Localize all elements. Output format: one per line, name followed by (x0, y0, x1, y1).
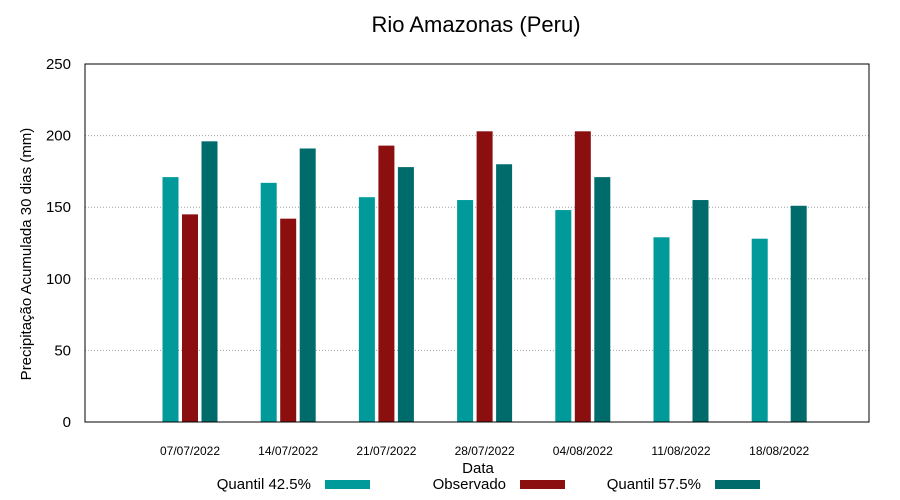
bar (162, 177, 179, 422)
x-tick-label: 07/07/2022 (160, 444, 220, 458)
x-tick-label: 18/08/2022 (749, 444, 809, 458)
x-tick-label: 14/07/2022 (258, 444, 318, 458)
legend: Quantil 42.5% Observado Quantil 57.5% (217, 476, 760, 493)
bar (299, 148, 316, 422)
legend-swatch (715, 480, 760, 489)
bar (457, 200, 474, 422)
bar (358, 197, 375, 422)
bar (378, 145, 395, 422)
legend-label: Observado (433, 476, 506, 493)
x-tick-label: 11/08/2022 (651, 444, 710, 458)
x-tick-label: 21/07/2022 (356, 444, 416, 458)
y-tick-label: 200 (46, 128, 71, 145)
x-tick-labels: 07/07/2022 14/07/2022 21/07/2022 28/07/2022… (160, 444, 810, 458)
y-tick-label: 50 (54, 342, 71, 359)
plot-frame (84, 63, 870, 423)
legend-label: Quantil 42.5% (217, 476, 311, 493)
bar (182, 214, 198, 422)
bar (653, 237, 670, 422)
y-tick-labels: 0 50 100 150 200 250 (46, 56, 71, 431)
x-axis-label: Data (462, 460, 494, 477)
y-tick-label: 150 (46, 199, 71, 216)
bars (162, 131, 807, 423)
y-tick-label: 100 (46, 271, 71, 288)
chart-title: Rio Amazonas (Peru) (371, 12, 580, 37)
bar (594, 177, 611, 422)
legend-swatch (520, 480, 565, 489)
bar (201, 141, 218, 422)
bar (574, 131, 591, 422)
y-tick-label: 250 (46, 56, 71, 73)
x-tick-label: 28/07/2022 (455, 444, 515, 458)
bar (476, 131, 493, 422)
bar (280, 218, 297, 422)
bar (751, 238, 768, 422)
y-tick-label: 0 (63, 414, 71, 431)
bar (790, 205, 807, 422)
legend-label: Quantil 57.5% (607, 476, 701, 493)
bar (555, 210, 572, 422)
bar (397, 167, 414, 422)
bar (496, 164, 513, 423)
bar (260, 182, 277, 422)
bar (692, 200, 709, 422)
y-axis-label: Precipitação Acumulada 30 dias (mm) (18, 128, 35, 381)
legend-swatch (325, 480, 370, 489)
x-tick-label: 04/08/2022 (553, 444, 613, 458)
